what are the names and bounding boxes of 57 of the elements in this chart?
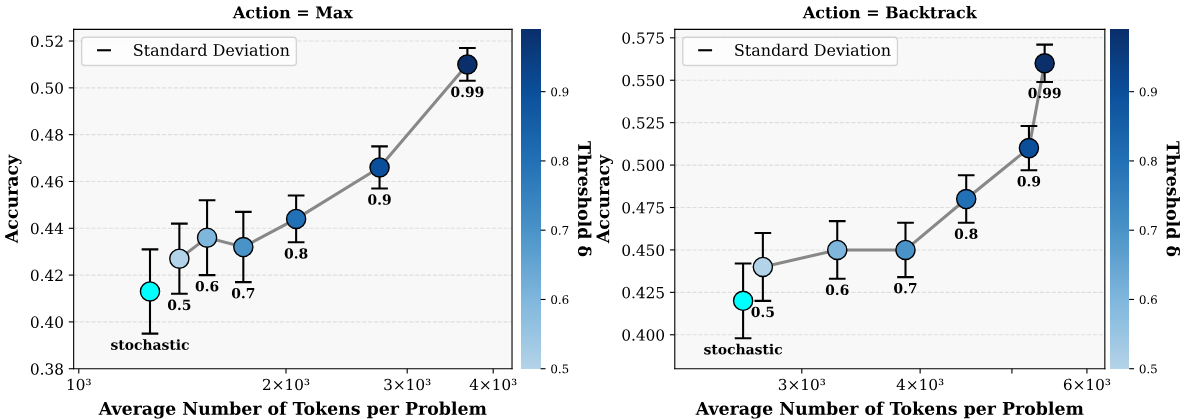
annotation: stochastic: [704, 343, 782, 355]
x-tick-label: 3×10³: [778, 378, 826, 391]
y-tick-label: 0.38: [30, 363, 63, 375]
annotation: 0.99: [1028, 87, 1061, 99]
annotation: 0.9: [368, 194, 391, 205]
y-tick-label: 0.425: [622, 286, 664, 299]
x-tick-label: 2×10³: [262, 378, 310, 391]
x-tick-label: 4×10³: [896, 378, 944, 391]
color-bar-label: 0.9: [551, 87, 569, 97]
y-tick-label: 0.46: [30, 175, 63, 188]
annotation: 0.5: [751, 306, 774, 318]
legend-label: Standard Deviation: [735, 43, 891, 57]
color-bar-title: Threshold δ: [577, 141, 592, 257]
color-bar-title: Threshold δ: [1166, 141, 1181, 257]
annotation: 0.99: [451, 86, 484, 98]
annotation: stochastic: [111, 339, 189, 350]
y-tick-label: 0.40: [30, 316, 63, 328]
y-axis-title: Accuracy: [596, 154, 613, 244]
annotation: 0.7: [894, 282, 917, 294]
y-tick-label: 0.450: [622, 244, 665, 256]
color-bar-label: 0.8: [1139, 156, 1157, 166]
color-bar-label: 0.9: [1139, 87, 1157, 97]
annotation: 0.8: [954, 228, 978, 240]
annotation: 0.6: [825, 284, 849, 296]
color-bar-label: 0.6: [551, 295, 569, 305]
color-bar-label: 0.8: [551, 156, 569, 166]
x-tick-label: 10³: [67, 378, 91, 391]
chart-title: Action = Max: [232, 6, 353, 19]
annotation: 0.9: [1017, 175, 1041, 187]
y-tick-label: 0.42: [30, 269, 63, 282]
y-tick-label: 0.525: [622, 117, 664, 129]
annotation: 0.8: [284, 248, 308, 259]
color-bar-label: 0.7: [1139, 225, 1157, 235]
x-axis-title: Average Number of Tokens per Problem: [695, 401, 1084, 419]
color-bar-label: 0.5: [1139, 364, 1157, 374]
y-tick-label: 0.550: [622, 74, 665, 87]
legend-label: Standard Deviation: [134, 43, 290, 57]
y-axis-title: Accuracy: [5, 154, 22, 244]
annotation: 0.7: [231, 287, 255, 299]
x-tick-label: 3×10³: [384, 378, 431, 391]
x-tick-label: 6×10³: [1063, 378, 1111, 391]
y-tick-label: 0.48: [30, 129, 63, 141]
y-tick-label: 0.52: [30, 35, 63, 48]
y-tick-label: 0.500: [622, 159, 665, 172]
x-axis-title: Average Number of Tokens per Problem: [98, 401, 487, 419]
y-tick-label: 0.50: [30, 82, 63, 94]
color-bar-label: 0.7: [551, 225, 569, 235]
y-tick-label: 0.44: [30, 222, 64, 235]
y-tick-label: 0.400: [622, 329, 665, 341]
y-tick-label: 0.575: [622, 32, 664, 44]
annotation: 0.5: [167, 299, 191, 311]
color-bar-label: 0.5: [551, 364, 569, 374]
y-tick-label: 0.475: [622, 201, 664, 214]
annotation: 0.6: [195, 280, 219, 292]
color-bar-label: 0.6: [1139, 295, 1157, 305]
chart-title: Action = Backtrack: [802, 6, 978, 19]
x-tick-label: 4×10³: [469, 378, 517, 391]
